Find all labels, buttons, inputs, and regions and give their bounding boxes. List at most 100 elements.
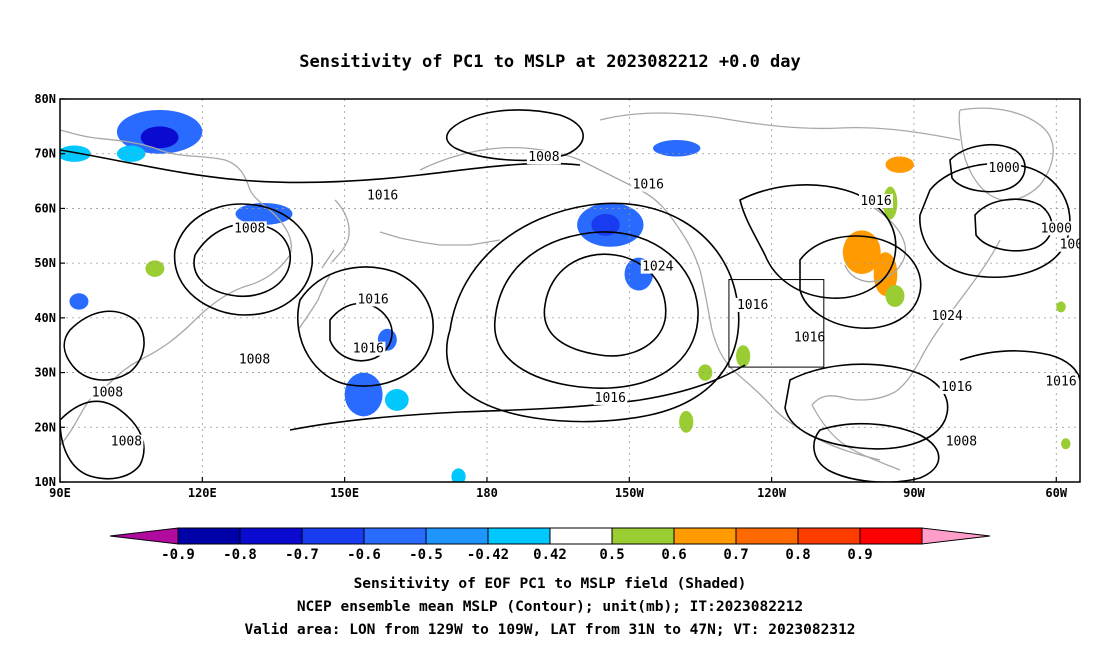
contour-1016-subtropical	[289, 364, 746, 431]
contour-label: 1016	[633, 178, 664, 193]
caption-line-1: Sensitivity of EOF PC1 to MSLP field (Sh…	[354, 576, 747, 592]
contour-1008-asia-b	[173, 203, 313, 316]
colorbar-label: -0.42	[467, 547, 509, 563]
contour-label: 1008	[946, 435, 977, 450]
contour-1024-atlantic	[799, 235, 922, 329]
shaded-region-negative	[235, 202, 293, 225]
coastline-aleutians	[379, 231, 501, 246]
contour-label-bg	[1039, 221, 1074, 236]
contour-label-bg	[90, 385, 125, 400]
colorbar-label: -0.7	[285, 547, 319, 563]
contour-label: 1016	[860, 194, 891, 209]
contour-label-bg	[526, 150, 561, 165]
colorbar-swatch	[363, 527, 427, 545]
contour-label-bg	[792, 330, 827, 345]
contour-label-bg	[237, 352, 272, 367]
y-tick-label: 70N	[34, 147, 56, 161]
colorbar-max-arrow	[921, 527, 991, 545]
graticule	[60, 99, 1080, 482]
colorbar-swatch	[735, 527, 799, 545]
coastline-japan	[297, 249, 335, 331]
contour-label: 1016	[595, 391, 626, 406]
contour-label: 1000	[988, 161, 1019, 176]
contour-1008-caribbean	[813, 422, 940, 482]
colorbar-label: -0.9	[161, 547, 195, 563]
coastline-kamchatka	[331, 199, 350, 263]
contour-label-bg	[735, 297, 770, 312]
shaded-region-positive	[885, 156, 914, 173]
shaded-region-negative	[344, 372, 383, 417]
shaded-region-positive	[885, 285, 905, 307]
map-plot-area: 1008 1008 1008 1008 1016 1016 1016 1008 1016 1016…	[59, 98, 1081, 483]
map-frame	[59, 98, 1081, 483]
map-title: Sensitivity of PC1 to MSLP at 2023082212…	[299, 52, 801, 72]
colorbar-swatch	[797, 527, 861, 545]
x-tick-label: 120E	[188, 486, 217, 500]
shaded-region-negative	[451, 468, 466, 482]
contour-1016-pacific-west	[297, 266, 434, 387]
contour-label: 1008	[92, 385, 123, 400]
y-tick-label: 80N	[34, 92, 56, 106]
shaded-region-positive	[145, 260, 165, 277]
colorbar-label: 0.9	[847, 547, 872, 563]
contour-1016-gulf	[784, 363, 949, 450]
caption-line-2: NCEP ensemble mean MSLP (Contour); unit(…	[297, 599, 803, 615]
y-tick-label: 60N	[34, 201, 56, 215]
caption-line-3: Valid area: LON from 129W to 109W, LAT f…	[244, 622, 855, 638]
contour-1008-bering	[445, 109, 584, 162]
contour-label-bg	[640, 259, 675, 274]
contour-label-bg	[1044, 374, 1079, 389]
contour-1016-east-trough	[739, 184, 897, 299]
coastline-na-west	[699, 269, 881, 461]
shaded-region-negative	[140, 126, 179, 149]
contour-labels: 1008 1008 1008 1008 1016 1016 1016 1008 1016 1016…	[90, 150, 1080, 450]
coastline-central-america	[811, 404, 901, 471]
coastlines	[60, 107, 1054, 471]
coastline-na-east	[811, 239, 1001, 406]
y-tick-label: 20N	[34, 420, 56, 434]
colorbar-swatch	[549, 527, 613, 545]
y-tick-label: 40N	[34, 311, 56, 325]
contour-label: 1000	[1041, 221, 1072, 236]
colorbar-swatch	[611, 527, 675, 545]
contour-label-bg	[356, 292, 391, 307]
shaded-region-negative	[116, 145, 146, 162]
contour-label: 1008	[239, 353, 270, 368]
shaded-region-positive	[679, 410, 694, 433]
colorbar-label: 0.7	[723, 547, 748, 563]
colorbar-label: -0.6	[347, 547, 381, 563]
contour-label-bg	[631, 177, 666, 192]
x-tick-label: 180	[476, 486, 498, 500]
colorbar-label: -0.5	[409, 547, 443, 563]
contour-label-bg	[232, 221, 267, 236]
colorbar-swatch	[425, 527, 489, 545]
contour-label-bg	[365, 188, 400, 203]
map-axis-ticks: 90E 120E 150E 180 150W 120W 90W 60W 10N 20N 30N 40N…	[34, 92, 1068, 500]
x-tick-label: 150E	[330, 486, 359, 500]
contour-1016-high-middle	[494, 231, 699, 389]
colorbar-swatch	[673, 527, 737, 545]
contour-label: 1024	[642, 260, 673, 275]
contour-label-bg	[593, 390, 628, 405]
colorbar-swatch	[301, 527, 365, 545]
shaded-region-negative	[591, 213, 620, 236]
contour-label: 1016	[357, 292, 388, 307]
y-tick-label: 50N	[34, 256, 56, 270]
colorbar-label: 0.8	[785, 547, 810, 563]
valid-area-box	[728, 279, 825, 368]
colorbar-swatch	[487, 527, 551, 545]
colorbar: -0.9 -0.8 -0.7 -0.6 -0.5 -0.42 0.42 0.5 0.6 0.7 0.…	[109, 527, 991, 563]
contour-label: 1024	[932, 309, 963, 324]
contour-label-bg	[859, 193, 893, 208]
x-tick-label: 60W	[1045, 486, 1067, 500]
colorbar-label: -0.8	[223, 547, 257, 563]
x-tick-label: 90E	[49, 486, 71, 500]
contour-label-bg	[351, 341, 386, 356]
contour-label: 1016	[1045, 375, 1076, 390]
x-tick-label: 90W	[903, 486, 925, 500]
contour-label-bg	[944, 434, 979, 449]
shaded-region-negative	[60, 145, 91, 162]
shaded-region-positive	[873, 252, 898, 296]
colorbar-label: 0.42	[533, 547, 567, 563]
